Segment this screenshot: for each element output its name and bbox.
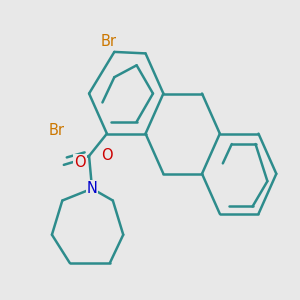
Text: N: N [87,181,98,196]
Text: Br: Br [100,34,116,49]
Text: Br: Br [48,123,64,138]
Text: O: O [74,155,86,170]
Text: O: O [101,148,113,164]
